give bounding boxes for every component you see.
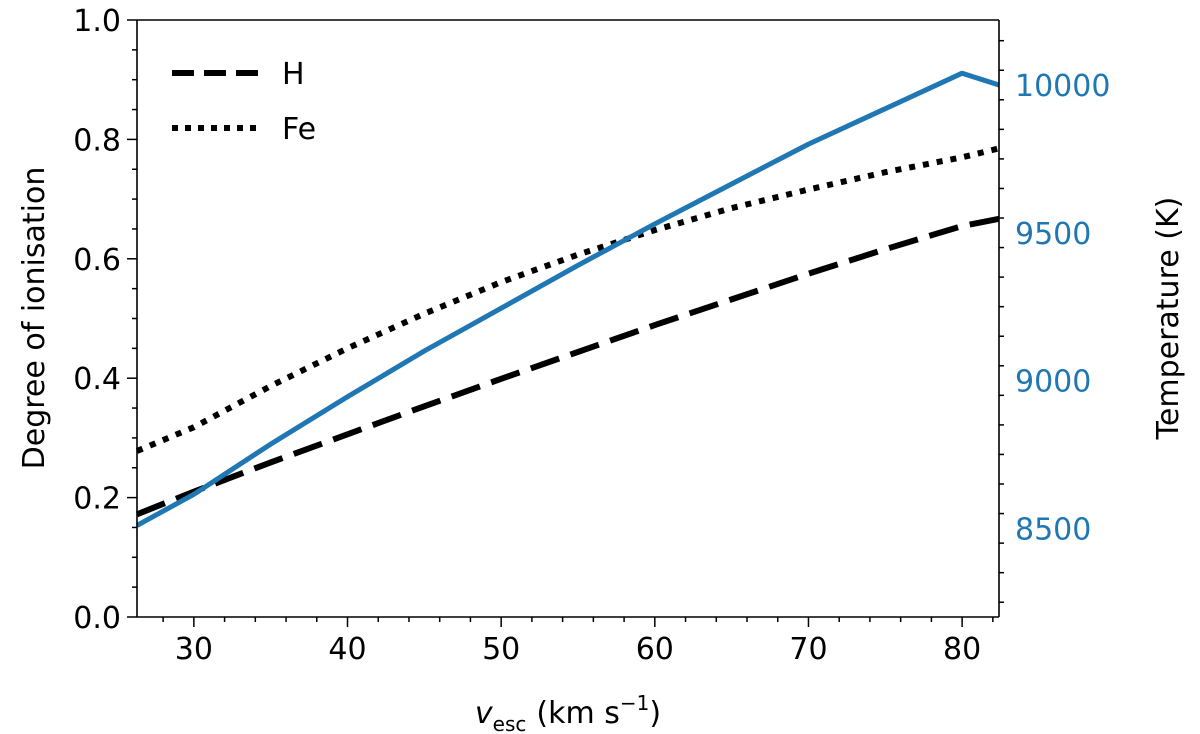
y-left-axis-ticks: 0.0 0.2 0.4 0.6 0.8 1.0	[73, 4, 137, 636]
x-axis-title-variable: v	[475, 696, 494, 731]
y-right-axis-ticks: 8500 9000 9500 10000	[999, 39, 1110, 603]
x-tick-label: 30	[175, 632, 213, 667]
x-axis-title-unit: (km s	[536, 696, 619, 731]
x-axis-title-exponent: −1	[620, 691, 649, 715]
y-left-tick-label: 1.0	[73, 4, 121, 39]
legend-label-h: H	[282, 57, 305, 92]
x-tick-label: 70	[789, 632, 827, 667]
y-left-tick-label: 0.4	[73, 362, 121, 397]
x-axis-title: vesc (km s−1)	[475, 691, 661, 734]
series-line-fe	[135, 145, 1000, 454]
y-right-tick-label: 9000	[1015, 365, 1091, 400]
y-right-tick-label: 9500	[1015, 217, 1091, 252]
legend: H Fe	[172, 57, 316, 147]
x-axis-title-close: )	[649, 696, 661, 731]
legend-label-fe: Fe	[282, 112, 316, 147]
x-axis-title-subscript: esc	[493, 712, 527, 734]
series-line-temperature	[135, 70, 1000, 528]
y-left-tick-label: 0.6	[73, 243, 121, 278]
x-axis-ticks: 30 40 50 60 70 80	[162, 617, 994, 667]
y-right-tick-label: 8500	[1015, 512, 1091, 547]
y-right-tick-label: 10000	[1015, 69, 1110, 104]
y-left-tick-label: 0.8	[73, 123, 121, 158]
y-left-tick-label: 0.0	[73, 601, 121, 636]
y-left-axis-title: Degree of ionisation	[17, 167, 52, 470]
y-left-tick-label: 0.2	[73, 482, 121, 517]
series-line-h	[135, 215, 1000, 518]
plot-area	[135, 19, 1000, 618]
x-tick-label: 60	[636, 632, 674, 667]
x-tick-label: 40	[328, 632, 366, 667]
x-tick-label: 50	[482, 632, 520, 667]
y-right-axis-title: Temperature (K)	[1151, 197, 1186, 441]
x-tick-label: 80	[943, 632, 981, 667]
